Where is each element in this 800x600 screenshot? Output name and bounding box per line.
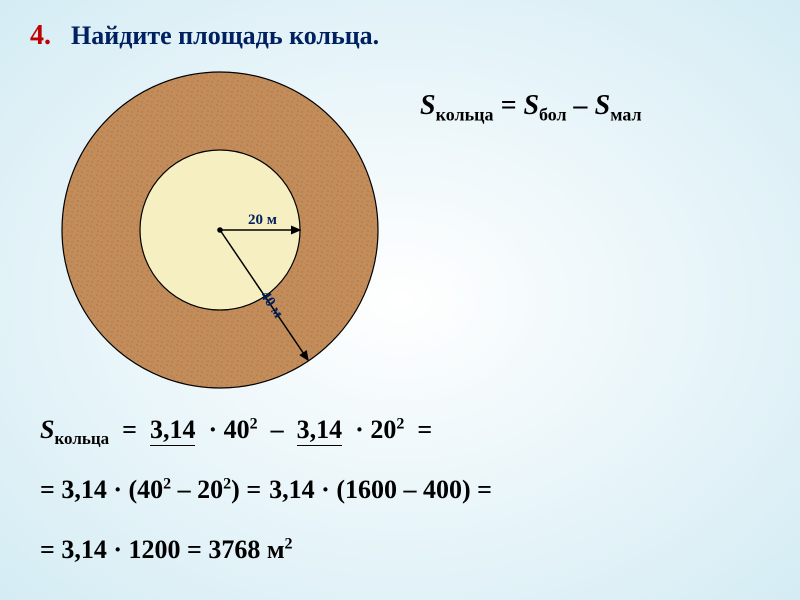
pi-1: 3,14 bbox=[150, 415, 196, 446]
sub-small: мал bbox=[610, 105, 641, 125]
pi-5: 3,14 bbox=[61, 535, 107, 564]
sub-ring: кольца bbox=[436, 105, 494, 125]
exp2: 2 bbox=[250, 415, 258, 432]
pi-3: 3,14 bbox=[61, 475, 107, 504]
r2: 400 bbox=[423, 475, 462, 504]
diff: 1200 bbox=[129, 535, 181, 564]
ring-formula: Sкольца = Sбол – Sмал bbox=[420, 90, 642, 126]
r-val: 20 bbox=[197, 475, 223, 504]
exp2: 2 bbox=[396, 415, 404, 432]
equals: = bbox=[500, 90, 523, 121]
ring-diagram: 20 м40 м bbox=[60, 70, 380, 395]
R-val: 40 bbox=[137, 475, 163, 504]
problem-title: Найдите площадь кольца. bbox=[71, 21, 379, 51]
calc-line-2: = 3,14 · (402 – 202) =3,14 · (1600 – 400… bbox=[40, 475, 492, 505]
R-val: 40 bbox=[224, 415, 250, 444]
pi-4: 3,14 bbox=[269, 475, 315, 504]
svg-text:20 м: 20 м bbox=[248, 212, 277, 228]
unit: м bbox=[267, 535, 285, 564]
sub-big: бол bbox=[539, 105, 567, 125]
S-ring-var: S bbox=[420, 90, 436, 121]
S-big-var: S bbox=[523, 90, 539, 121]
exp2: 2 bbox=[223, 475, 231, 492]
minus: – bbox=[574, 90, 595, 121]
S-var: S bbox=[40, 415, 54, 444]
pi-2: 3,14 bbox=[297, 415, 343, 446]
exp2: 2 bbox=[285, 535, 293, 552]
calc-line-1: Sкольца = 3,14 · 402 – 3,14 · 202 = bbox=[40, 415, 432, 449]
r-val: 20 bbox=[370, 415, 396, 444]
S-small-var: S bbox=[595, 90, 611, 121]
header: 4. Найдите площадь кольца. bbox=[30, 20, 379, 52]
exp2: 2 bbox=[163, 475, 171, 492]
ring-svg: 20 м40 м bbox=[60, 70, 380, 390]
problem-number: 4. bbox=[30, 20, 51, 52]
R2: 1600 bbox=[345, 475, 397, 504]
sub-ring: кольца bbox=[54, 429, 109, 448]
result: 3768 bbox=[208, 535, 260, 564]
calc-line-3: = 3,14 · 1200 = 3768 м2 bbox=[40, 535, 293, 565]
